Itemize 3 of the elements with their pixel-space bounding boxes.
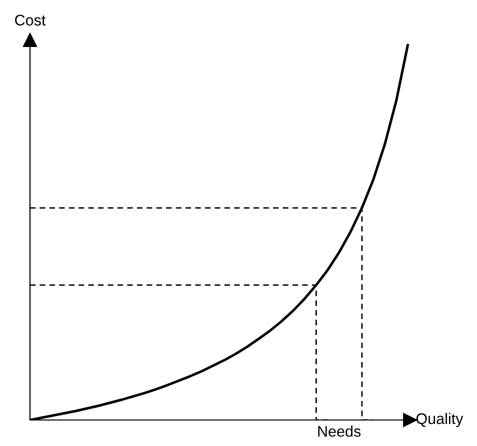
x-axis-title: Quality bbox=[416, 412, 464, 428]
text: Needs bbox=[318, 426, 361, 437]
y-axis-title: Cost bbox=[15, 14, 46, 26]
